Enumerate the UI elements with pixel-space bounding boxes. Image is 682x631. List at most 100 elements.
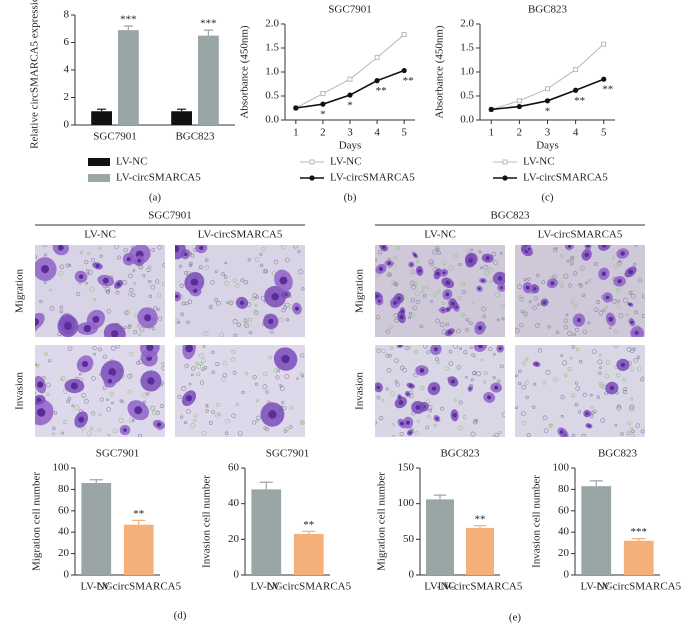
pore <box>232 370 237 375</box>
x-tick-label: 3 <box>347 127 353 139</box>
error-bar <box>259 481 273 490</box>
nucleus <box>446 308 450 311</box>
pore <box>519 297 524 302</box>
pore <box>275 375 280 380</box>
y-tick-label: 60 <box>58 504 70 516</box>
nucleus <box>405 420 411 425</box>
pore <box>394 358 399 363</box>
nucleus <box>527 247 531 251</box>
pore <box>395 382 400 387</box>
pore <box>99 254 103 258</box>
pore <box>492 376 496 379</box>
nucleus <box>609 385 615 391</box>
pore <box>629 404 635 409</box>
bar <box>251 489 282 575</box>
pore <box>436 360 440 365</box>
pore <box>394 282 399 287</box>
nucleus <box>399 314 404 320</box>
pore <box>124 310 129 315</box>
pore <box>419 324 424 329</box>
pore <box>296 377 299 380</box>
pore <box>414 349 418 354</box>
nucleus <box>441 308 445 312</box>
pore <box>259 252 263 256</box>
pore <box>151 248 155 252</box>
column-label: LV-NC <box>84 229 116 241</box>
pore <box>123 247 128 253</box>
chart-title: BGC823 <box>440 448 480 460</box>
pore <box>499 251 503 255</box>
y-tick-label: 0.0 <box>460 114 474 126</box>
pore <box>552 247 558 253</box>
pore <box>104 286 110 292</box>
x-tick-label: LV-NC <box>250 581 282 593</box>
pore <box>211 350 215 354</box>
pore <box>575 386 581 391</box>
nucleus <box>478 345 483 349</box>
pore <box>141 392 147 398</box>
pore <box>622 297 628 303</box>
pore <box>611 298 617 304</box>
pore <box>241 390 245 395</box>
pore <box>474 418 478 423</box>
chart-title: BGC823 <box>598 448 638 460</box>
pore <box>590 406 594 409</box>
pore <box>186 320 190 324</box>
pore <box>498 430 502 435</box>
significance-label: ** <box>133 508 144 520</box>
pore <box>35 391 37 395</box>
pore <box>248 317 253 322</box>
pore <box>517 381 522 386</box>
pore <box>388 354 392 358</box>
pore <box>423 345 428 349</box>
pore <box>233 333 238 337</box>
pore <box>195 361 199 366</box>
pore <box>240 278 245 283</box>
y-axis-label: Migration cell number <box>31 472 43 571</box>
pore <box>289 406 294 410</box>
pore <box>608 326 612 330</box>
pore <box>616 405 622 411</box>
pore <box>224 431 229 435</box>
pore <box>282 405 287 411</box>
pore <box>488 347 493 352</box>
pore <box>399 431 404 437</box>
y-tick-label: 2.0 <box>265 18 279 30</box>
pore <box>260 263 264 268</box>
x-tick-label: LV-circSMARCA5 <box>266 581 351 593</box>
legend-marker <box>309 175 315 181</box>
pore <box>297 250 301 254</box>
pore <box>150 405 155 411</box>
pore <box>421 285 425 290</box>
point <box>573 67 579 73</box>
pore <box>138 333 142 337</box>
pore <box>391 280 396 285</box>
nucleus <box>417 269 422 273</box>
micrograph-content <box>515 345 645 437</box>
nucleus <box>156 422 162 427</box>
nucleus <box>406 392 409 396</box>
pore <box>433 423 437 428</box>
micrograph <box>35 245 165 337</box>
pore <box>635 423 640 428</box>
pore <box>211 370 216 374</box>
pore <box>49 288 52 292</box>
error-bar <box>302 530 316 534</box>
error-bar <box>123 25 133 31</box>
pore <box>128 273 133 278</box>
pore <box>414 291 420 297</box>
pore <box>273 259 279 265</box>
pore <box>248 330 253 335</box>
pore <box>391 422 395 427</box>
nucleus <box>500 286 504 289</box>
pore <box>205 403 209 407</box>
pore <box>160 404 164 408</box>
pore <box>483 265 489 270</box>
pore <box>378 250 383 255</box>
pore <box>469 346 473 350</box>
y-tick-label: 0 <box>64 569 70 581</box>
nucleus <box>435 417 439 420</box>
pore <box>103 354 108 359</box>
pore <box>375 273 380 278</box>
